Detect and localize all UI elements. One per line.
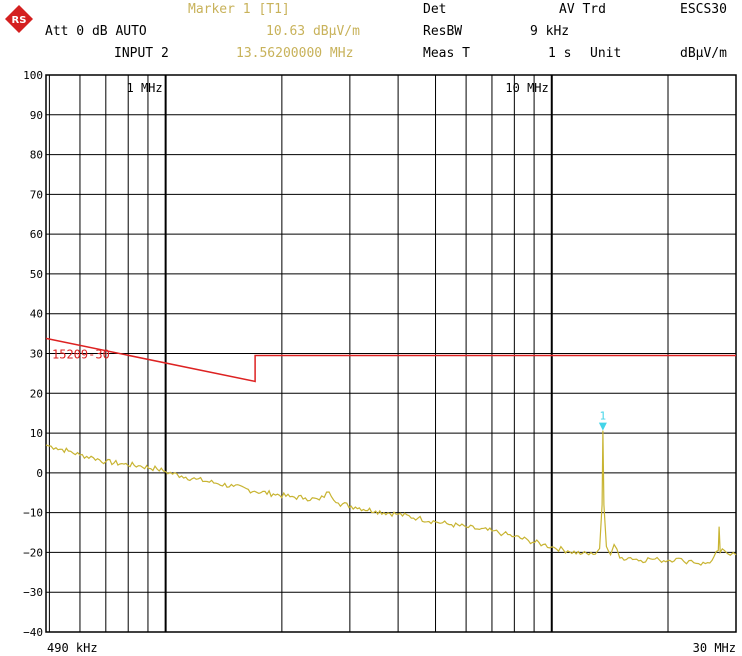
- y-tick-label: −10: [23, 507, 43, 520]
- y-tick-label: −20: [23, 546, 43, 559]
- marker-triangle-icon: [598, 422, 607, 431]
- marker-level: 10.63 dBµV/m: [266, 24, 360, 39]
- plot-frame: [45, 74, 737, 633]
- svg-text:RS: RS: [12, 15, 27, 26]
- x-start-label: 490 kHz: [47, 641, 98, 655]
- y-tick-label: −30: [23, 586, 43, 599]
- limit-line-label: 15209-30: [52, 347, 110, 361]
- marker-label: Marker 1 [T1]: [188, 2, 290, 17]
- limit-line: [45, 337, 736, 383]
- unit-value: dBµV/m: [680, 46, 727, 61]
- x-stop-label: 30 MHz: [693, 641, 736, 655]
- decade-label: 1 MHz: [127, 81, 163, 95]
- detector-label: Det: [423, 2, 447, 17]
- y-tick-label: −40: [23, 626, 43, 639]
- marker-number: 1: [600, 410, 607, 423]
- y-tick-label: 10: [30, 427, 43, 440]
- input-setting: INPUT 2: [114, 46, 169, 61]
- y-tick-label: 30: [30, 348, 43, 361]
- y-tick-label: 60: [30, 228, 43, 241]
- y-tick-label: 0: [36, 467, 43, 480]
- measurement-time-label: Meas T: [423, 46, 470, 61]
- y-tick-label: 20: [30, 387, 43, 400]
- rohde-schwarz-logo-icon: RS: [5, 5, 33, 33]
- measurement-time-value: 1 s: [548, 46, 572, 61]
- y-tick-label: 40: [30, 308, 43, 321]
- resolution-bandwidth-value: 9 kHz: [530, 24, 570, 39]
- y-tick-label: 90: [30, 109, 43, 122]
- detector-value: AV Trd: [559, 2, 606, 17]
- y-tick-label: 70: [30, 188, 43, 201]
- instrument-code: ESCS30: [680, 2, 727, 17]
- marker-frequency: 13.56200000 MHz: [236, 46, 354, 61]
- unit-label: Unit: [590, 46, 622, 61]
- resolution-bandwidth-label: ResBW: [423, 24, 463, 39]
- y-tick-label: 50: [30, 268, 43, 281]
- decade-label: 10 MHz: [505, 81, 548, 95]
- attenuation-setting: Att 0 dB AUTO: [45, 24, 147, 39]
- y-tick-label: 80: [30, 149, 43, 162]
- y-tick-label: 100: [23, 69, 43, 82]
- measurement-trace: [45, 430, 737, 566]
